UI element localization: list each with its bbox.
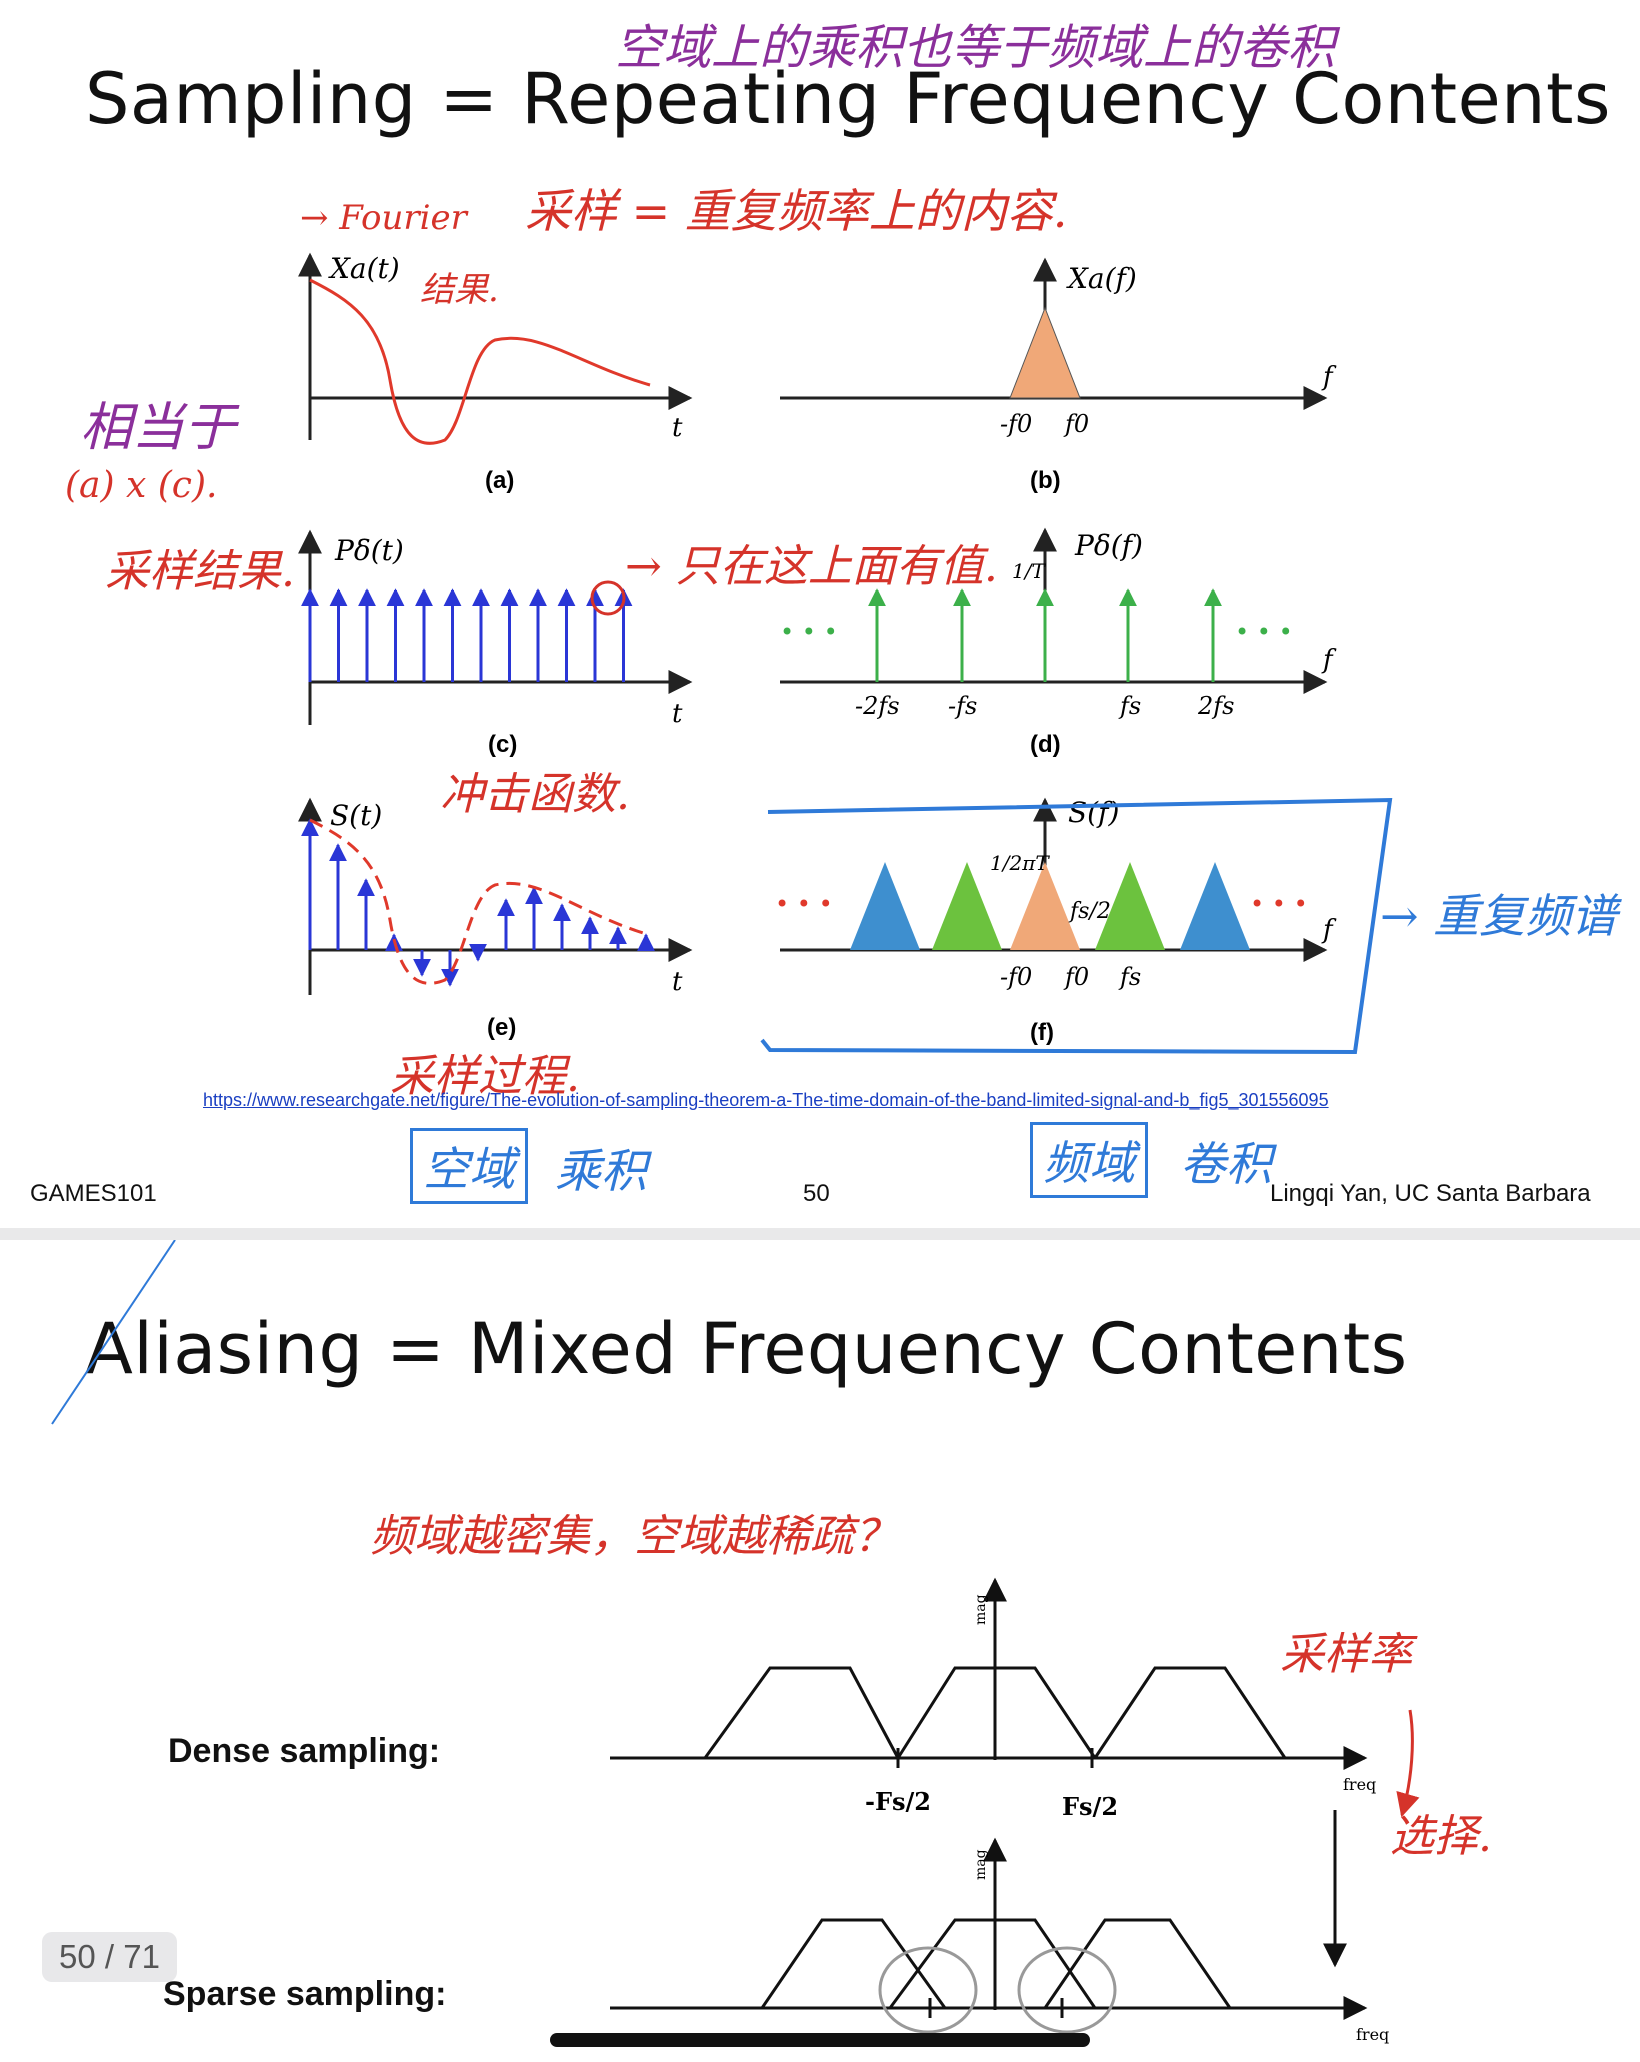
annotation-box-f: [760, 797, 1393, 1055]
s-f-label: S(f): [1068, 796, 1119, 829]
page-number: 50: [803, 1180, 830, 1207]
slide-51: Aliasing = Mixed Frequency Contents 频域越密…: [0, 1240, 1640, 2062]
tick-neg-f0-f: -f0: [1000, 963, 1032, 991]
one-over-2pit: 1/2πT: [990, 851, 1050, 875]
mag-label-dense: mag: [973, 1594, 989, 1625]
annotation-equivalent-sub: (a) x (c).: [65, 465, 218, 506]
annotation-top-note: 空域上的乘积也等于频域上的卷积: [615, 20, 1336, 76]
mag-label-sparse: mag: [973, 1849, 989, 1880]
panel-c: Pδ(t) t (c): [298, 529, 693, 758]
slide-50: 空域上的乘积也等于频域上的卷积 Sampling = Repeating Fre…: [0, 0, 1640, 1228]
annotation-freq-box: 频域: [1030, 1122, 1148, 1198]
panel-label-d: (d): [1030, 731, 1061, 758]
fs-half-dense: Fs/2: [1062, 1792, 1118, 1821]
annotation-only-values: → 只在这上面有值.: [625, 541, 998, 592]
dots-right-f: • • •: [1250, 890, 1308, 918]
tick-f0-b: f0: [1063, 410, 1089, 438]
panel-label-b: (b): [1030, 467, 1061, 494]
spectrum-copy-0: [1010, 862, 1080, 950]
slide-title-2: Aliasing = Mixed Frequency Contents: [85, 1308, 1408, 1390]
annotation-select: 选择.: [1390, 1811, 1492, 1862]
f-axis-label-b: f: [1321, 362, 1337, 392]
annotation-repeat-spectrum: → 重复频谱: [1380, 889, 1618, 943]
panel-label-a: (a): [485, 467, 514, 494]
spectrum-copy-pos2: [1180, 862, 1250, 950]
annotation-equivalent: 相当于: [80, 398, 237, 458]
xa-f-label: Xa(f): [1066, 262, 1137, 295]
panel-e: S(t) t (e): [298, 797, 693, 1041]
freq-label-sparse: freq: [1356, 2025, 1389, 2044]
tick-2fs: 2fs: [1197, 692, 1234, 720]
annotation-sampling-process: 采样过程.: [390, 1051, 580, 1102]
annotation-sampling-eq: 采样 = 重复频率上的内容.: [525, 184, 1068, 238]
tick-f0-f: f0: [1063, 963, 1089, 991]
p-f-label: Pδ(f): [1074, 529, 1143, 562]
horizontal-scrollbar[interactable]: [550, 2033, 1090, 2047]
t-axis-label-a: t: [672, 413, 683, 443]
t-axis-label-e: t: [672, 967, 683, 997]
tick-fs-f: fs: [1118, 963, 1141, 991]
annotation-fourier: → Fourier: [300, 198, 467, 238]
annotation-circle: [590, 580, 626, 616]
dashed-envelope: [309, 818, 651, 985]
annotation-sample-rate: 采样率: [1280, 1629, 1412, 1680]
panel-label-c: (c): [488, 731, 517, 758]
panel-label-e: (e): [487, 1014, 516, 1041]
dots-left-f: • • •: [775, 890, 833, 918]
panel-a: Xa(t) t (a): [298, 252, 693, 494]
dots-right-d: • • •: [1235, 618, 1293, 646]
page-indicator: 50 / 71: [42, 1932, 177, 1982]
annotation-fourier-result: 结果.: [420, 270, 499, 310]
impulse-spectrum: [868, 588, 1222, 682]
xa-t-label: Xa(t): [328, 252, 400, 285]
sparse-sampling-label: Sparse sampling:: [163, 1975, 447, 2013]
sampled-impulses: [301, 818, 655, 987]
tick-neg-f0-b: -f0: [1000, 410, 1032, 438]
source-link[interactable]: https://www.researchgate.net/figure/The-…: [203, 1090, 1329, 1110]
annotation-sample-result: 采样结果.: [105, 546, 295, 597]
footer-left: GAMES101: [30, 1180, 157, 1207]
annotation-freq-conv: 卷积: [1180, 1137, 1272, 1191]
t-axis-label-c: t: [672, 699, 683, 729]
neg-fs-half-dense: -Fs/2: [865, 1787, 931, 1816]
tick-neg-2fs: -2fs: [855, 692, 900, 720]
diagonal-ink-stroke: [51, 1240, 176, 1425]
signal-curve: [309, 278, 651, 445]
dense-spectrum: mag freq -Fs/2 Fs/2: [610, 1577, 1376, 1821]
panel-f: • • • • • • 1/2πT S(f) fs/2 f -f0 f0 fs …: [775, 796, 1337, 1046]
one-over-t: 1/T: [1012, 559, 1046, 583]
p-t-label: Pδ(t): [334, 534, 404, 567]
aliasing-figure: mag freq -Fs/2 Fs/2 mag freq: [610, 1577, 1420, 2044]
impulse-train: [301, 588, 633, 682]
slide-title: Sampling = Repeating Frequency Contents: [85, 58, 1611, 140]
annotation-impulse: 冲击函数.: [440, 769, 630, 820]
annotation-down-arrow: [1396, 1709, 1420, 1818]
s-t-label: S(t): [330, 799, 382, 832]
spectrum-copy-neg1: [932, 862, 1002, 950]
panel-label-f: (f): [1030, 1019, 1054, 1046]
sparse-spectrum: mag freq: [610, 1837, 1389, 2044]
fs-half-label: fs/2: [1068, 899, 1111, 924]
sampling-figure: Xa(t) t (a) Xa(f) f -f0 f0 (b) Pδ(t) t (…: [298, 252, 1393, 1055]
dots-left-d: • • •: [780, 618, 838, 646]
spectrum-copy-pos1: [1095, 862, 1165, 950]
freq-label-dense: freq: [1343, 1775, 1376, 1794]
annotation-spatial-product: 乘积: [555, 1144, 647, 1198]
tick-fs: fs: [1118, 692, 1141, 720]
panel-b: Xa(f) f -f0 f0 (b): [780, 257, 1337, 494]
overlap-circle-left: [878, 1946, 978, 2034]
spectrum-copy-neg2: [850, 862, 920, 950]
footer-right: Lingqi Yan, UC Santa Barbara: [1270, 1180, 1591, 1207]
f-axis-label-f: f: [1321, 915, 1337, 945]
annotation-question: 频域越密集，空域越稀疏？: [370, 1511, 898, 1562]
overlap-circle-right: [1017, 1946, 1117, 2034]
dense-sampling-label: Dense sampling:: [168, 1732, 441, 1770]
tick-neg-fs: -fs: [948, 692, 977, 720]
panel-d: • • • • • • 1/T Pδ(f) f -2fs -fs fs 2fs …: [780, 527, 1337, 758]
annotation-spatial-box: 空域: [410, 1128, 528, 1204]
spectrum-triangle: [1009, 306, 1081, 399]
f-axis-label-d: f: [1321, 645, 1337, 675]
